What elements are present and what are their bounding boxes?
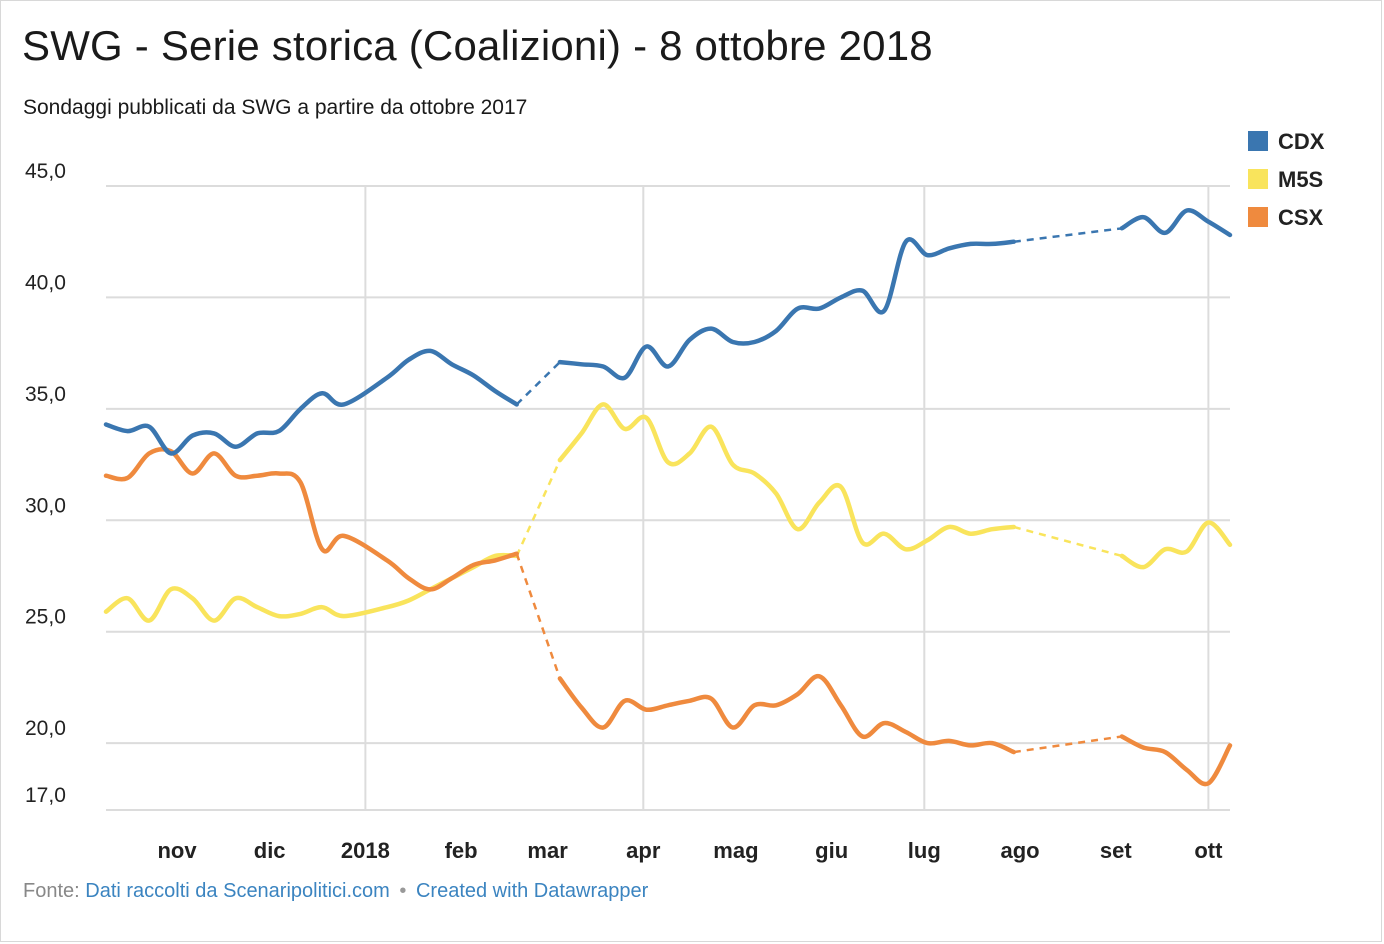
gap-dashed-csx <box>515 553 562 679</box>
gap-dashed-m5s <box>515 459 562 557</box>
x-tick-label: nov <box>157 838 197 863</box>
series-line-csx <box>1119 734 1233 787</box>
legend-swatch-m5s <box>1248 169 1268 189</box>
x-tick-label: lug <box>908 838 941 863</box>
y-axis: 45,0 40,0 35,0 30,0 25,0 20,0 17,0 <box>25 160 66 807</box>
footer-separator: • <box>399 880 407 902</box>
y-tick-label: 17,0 <box>25 784 66 807</box>
source-link[interactable]: Dati raccolti da Scenaripolitici.com <box>85 880 390 902</box>
legend-swatch-csx <box>1248 207 1268 227</box>
series-line-csx <box>557 674 1017 755</box>
legend-swatch-cdx <box>1248 131 1268 151</box>
series-line-cdx <box>1119 208 1233 238</box>
series-line-m5s <box>557 402 1017 552</box>
chart-title: SWG - Serie storica (Coalizioni) - 8 ott… <box>22 22 933 69</box>
x-tick-label: dic <box>254 838 286 863</box>
y-tick-label: 35,0 <box>25 383 66 406</box>
gap-dashed-cdx <box>1013 227 1123 243</box>
footer: Fonte: Dati raccolti da Scenaripolitici.… <box>23 880 648 903</box>
series-line-m5s <box>103 552 519 623</box>
datawrapper-credit-link[interactable]: Created with Datawrapper <box>415 880 649 902</box>
legend-label-m5s: M5S <box>1278 167 1323 192</box>
series-line-cdx <box>103 348 519 456</box>
x-tick-label: mag <box>713 838 758 863</box>
chart-subtitle: Sondaggi pubblicati da SWG a partire da … <box>23 96 528 119</box>
y-tick-label: 30,0 <box>25 494 66 517</box>
source-label: Fonte: <box>23 880 80 902</box>
x-axis: nov dic 2018 feb mar apr mag giu lug ago set ott <box>157 838 1223 863</box>
x-tick-label: giu <box>815 838 848 863</box>
gap-dashed-cdx <box>515 361 561 406</box>
legend-label-cdx: CDX <box>1278 129 1325 154</box>
y-tick-label: 20,0 <box>25 717 66 740</box>
series-lines <box>103 208 1233 787</box>
series-csx <box>103 447 1233 787</box>
x-tick-label: 2018 <box>341 838 390 863</box>
x-tick-label: mar <box>527 838 568 863</box>
x-tick-label: ott <box>1194 838 1223 863</box>
x-tick-label: feb <box>445 838 478 863</box>
series-line-cdx <box>557 237 1017 381</box>
x-tick-label: apr <box>626 838 661 863</box>
y-tick-label: 25,0 <box>25 606 66 629</box>
grid-layer <box>106 185 1230 811</box>
y-tick-label: 45,0 <box>25 160 66 183</box>
series-m5s <box>103 402 1233 623</box>
x-tick-label: set <box>1100 838 1132 863</box>
series-line-m5s <box>1119 520 1233 570</box>
x-tick-label: ago <box>1000 838 1039 863</box>
legend-label-csx: CSX <box>1278 205 1324 230</box>
legend: CDX M5S CSX <box>1248 129 1325 230</box>
y-tick-label: 40,0 <box>25 271 66 294</box>
series-cdx <box>103 208 1233 456</box>
gap-dashed-csx <box>1013 735 1123 754</box>
gap-dashed-m5s <box>1013 525 1123 558</box>
